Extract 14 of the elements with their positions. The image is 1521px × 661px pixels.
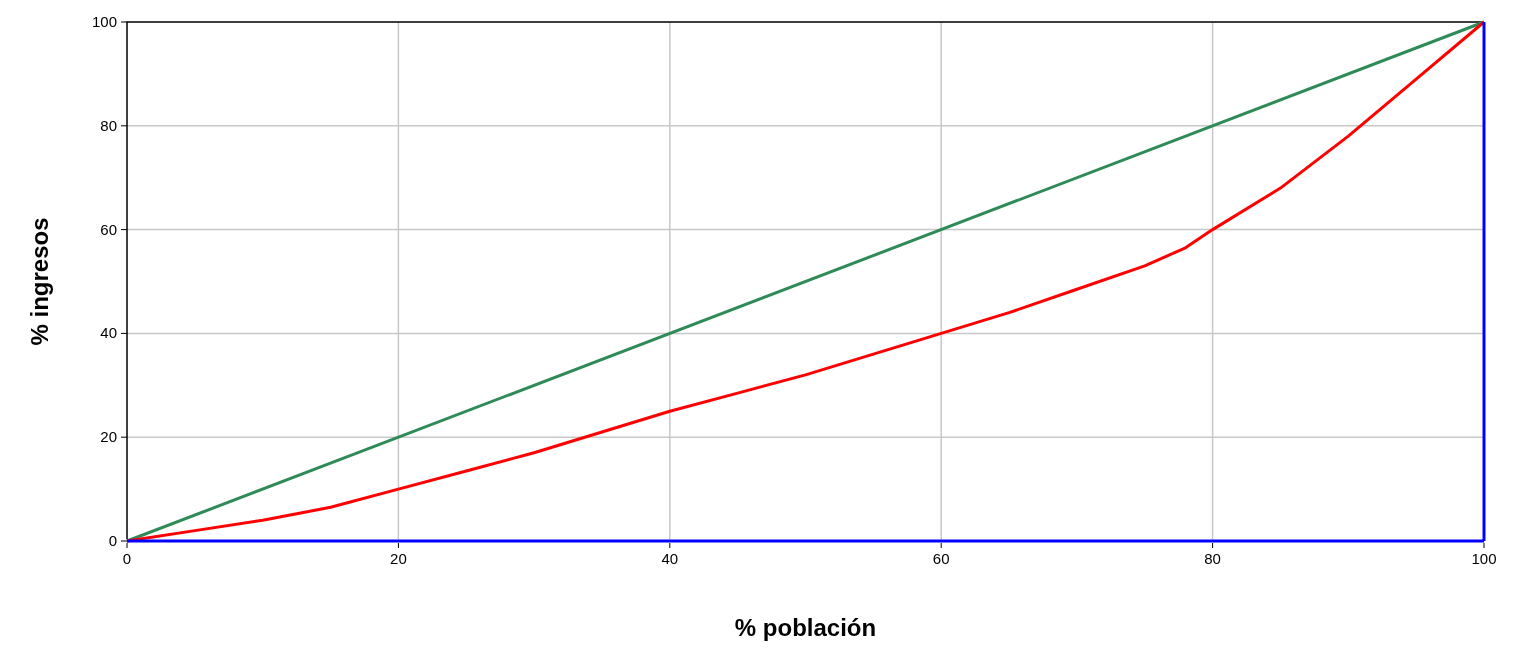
y-tick-label: 80 <box>100 116 117 134</box>
y-tick-label: 0 <box>108 532 117 549</box>
x-tick-label: 40 <box>661 550 679 567</box>
x-tick-label: 20 <box>390 550 407 567</box>
x-tick-label: 80 <box>1204 550 1221 567</box>
y-tick-label: 40 <box>100 324 117 342</box>
y-tick-label: 60 <box>100 220 117 238</box>
x-axis-title: % población <box>734 614 877 641</box>
x-tick-label: 0 <box>122 550 132 567</box>
x-tick-label: 100 <box>1471 550 1497 567</box>
y-tick-label: 100 <box>91 13 117 30</box>
y-axis-title: % ingresos <box>26 217 53 346</box>
y-tick-label: 20 <box>100 428 117 446</box>
x-tick-label: 60 <box>932 550 950 567</box>
